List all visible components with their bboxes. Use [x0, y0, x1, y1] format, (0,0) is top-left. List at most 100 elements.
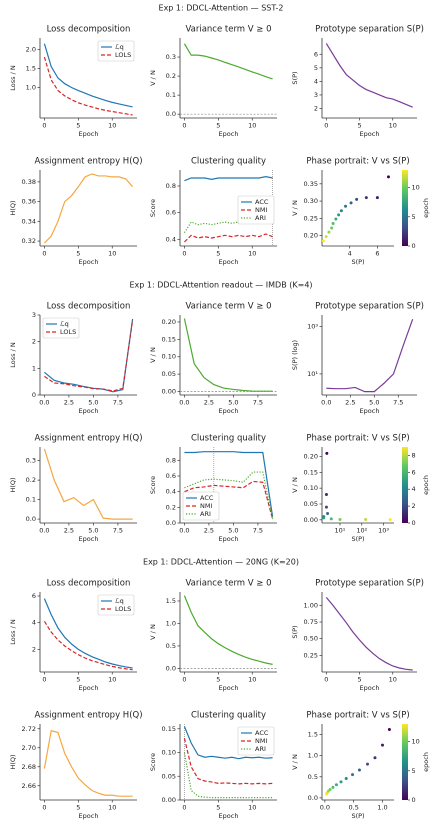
y-tick-label: 0.25 [304, 651, 318, 659]
x-tick-label: 0.0 [321, 399, 331, 407]
x-tick-label: 2.5 [204, 399, 214, 407]
y-tick-label: 0.1 [26, 496, 36, 504]
y-axis-label: V / N [149, 70, 157, 86]
y-tick-label: 10¹ [307, 370, 318, 378]
point [339, 209, 343, 213]
x-tick-label: 5 [357, 122, 361, 130]
y-tick-label: 0.38 [22, 178, 36, 186]
x-axis-label: Epoch [79, 535, 99, 543]
legend-box [42, 317, 80, 339]
colorbar [402, 170, 408, 246]
y-tick-label: 0.15 [304, 468, 318, 476]
point [380, 743, 384, 747]
x-tick-label: 0.0 [320, 804, 330, 812]
series-line [44, 318, 134, 393]
x-tick-label: 5.0 [369, 399, 379, 407]
chart-title: Variance term V ≥ 0 [185, 579, 271, 589]
series-line [183, 752, 273, 799]
x-tick-label: 0 [42, 122, 46, 130]
legend-label: ACC [255, 198, 269, 206]
series-line [184, 451, 274, 517]
colorbar-tick-label: 2 [412, 502, 416, 510]
legend-label: ACC [255, 729, 269, 737]
x-tick-label: 0.0 [39, 527, 49, 535]
y-tick-label: 1 [32, 364, 36, 372]
x-tick-label: 10 [389, 122, 397, 130]
y-tick-label: 0.5 [166, 642, 176, 650]
y-tick-label: 0.5 [308, 773, 318, 781]
point [375, 196, 379, 200]
x-axis-label: Epoch [79, 407, 99, 415]
x-tick-label: 10 [108, 250, 116, 258]
point [324, 493, 328, 496]
y-axis-label: S(P) (log) [291, 340, 299, 370]
y-tick-label: 0.4 [166, 235, 176, 243]
y-tick-label: 0.6 [166, 472, 176, 480]
series-line [183, 726, 273, 760]
x-axis-label: Epoch [219, 535, 239, 543]
y-tick-label: 4 [314, 77, 318, 85]
colorbar-tick-label: 6 [412, 468, 416, 476]
x-axis-label: Epoch [219, 684, 239, 692]
colorbar-tick-label: 8 [412, 451, 416, 459]
x-axis-label: S(P) [351, 812, 364, 820]
point [351, 773, 355, 777]
x-tick-label: 5 [216, 676, 220, 684]
chart-title: Loss decomposition [47, 579, 131, 589]
y-tick-label: 10³ [307, 322, 318, 330]
x-axis-label: S(P) [351, 258, 364, 266]
point [337, 213, 341, 217]
x-tick-label: 7.5 [113, 527, 123, 535]
series-line [43, 598, 133, 669]
series-line [43, 43, 133, 108]
chart-title: Assignment entropy H(Q) [34, 157, 142, 167]
series-line [183, 595, 273, 665]
y-tick-label: 0.15 [162, 725, 176, 733]
series-line [183, 43, 273, 80]
series-line [184, 480, 274, 520]
colorbar [402, 724, 408, 800]
point [344, 204, 348, 208]
chart-title: Phase portrait: V vs S(P) [306, 711, 409, 721]
chart-title: Clustering quality [191, 434, 266, 444]
y-tick-label: 0.0 [166, 110, 176, 118]
y-tick-label: 0.00 [304, 516, 318, 524]
x-tick-label: 0.5 [349, 804, 359, 812]
series-line [43, 621, 133, 671]
x-tick-label: 10 [248, 804, 256, 812]
y-tick-label: 0.2 [166, 72, 176, 80]
y-tick-label: 3 [314, 91, 318, 99]
x-tick-label: 10 [248, 676, 256, 684]
x-tick-label: 2.5 [64, 399, 74, 407]
colorbar-tick-label: 10 [412, 738, 420, 746]
legend-label: LOLS [115, 605, 131, 613]
y-axis-label: V / N [291, 477, 299, 493]
colorbar-tick-label: 0 [412, 519, 416, 527]
x-tick-label: 10 [108, 676, 116, 684]
y-tick-label: 2.72 [22, 725, 36, 733]
chart-title: Loss decomposition [47, 302, 131, 312]
x-tick-label: 5 [216, 804, 220, 812]
legend-label: ARI [255, 745, 266, 753]
legend-label: NMI [255, 206, 267, 214]
series-line [43, 448, 133, 520]
series-line [183, 318, 273, 392]
y-axis-label: H(Q) [9, 754, 17, 769]
y-tick-label: 0.75 [304, 618, 318, 626]
y-axis-label: H(Q) [9, 200, 17, 215]
y-axis-label: S(P) [291, 71, 299, 84]
series-line [183, 233, 273, 243]
y-tick-label: 0.3 [26, 457, 36, 465]
colorbar-tick-label: 5 [412, 213, 416, 221]
legend-label: ACC [200, 494, 214, 502]
x-tick-label: 0 [324, 122, 328, 130]
x-tick-label: 0 [42, 804, 46, 812]
y-tick-label: 0.50 [304, 635, 318, 643]
chart-title: Variance term V ≥ 0 [185, 25, 271, 35]
point [339, 780, 343, 784]
x-tick-label: 10 [389, 676, 397, 684]
y-axis-label: S(P) [291, 625, 299, 638]
x-tick-label: 7.5 [253, 527, 263, 535]
point [338, 518, 342, 522]
